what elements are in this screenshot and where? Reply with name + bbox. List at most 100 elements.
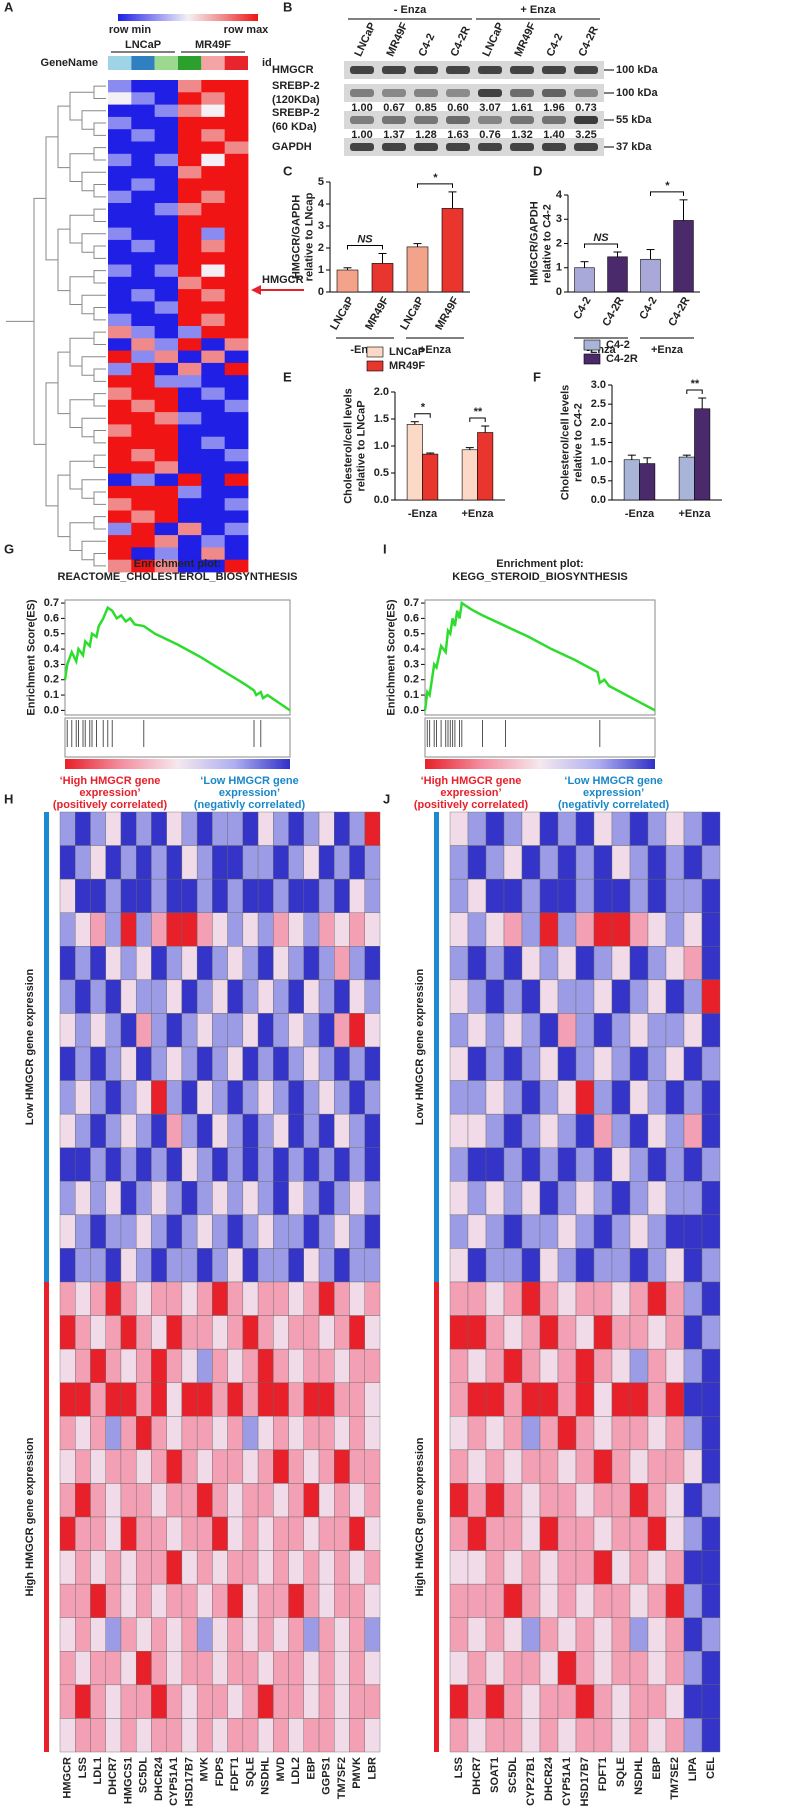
heatmap-cell	[131, 264, 156, 278]
y-tick-label: 0.7	[44, 597, 59, 609]
heatmap-cell	[334, 1013, 350, 1048]
heatmap-cell	[224, 153, 249, 167]
heatmap-cell	[75, 1348, 91, 1383]
heatmap-cell	[224, 301, 249, 315]
heatmap-cell	[503, 1181, 523, 1216]
significance-label: *	[433, 172, 438, 184]
heatmap-cell	[154, 547, 179, 561]
heatmap-cell	[288, 1013, 305, 1048]
heatmap-cell	[181, 1248, 198, 1283]
heatmap-cell	[201, 252, 226, 265]
heatmap-cell	[135, 1113, 152, 1148]
heatmap-cell	[288, 1382, 305, 1417]
heatmap-cell	[108, 252, 132, 265]
column-label: CYP51A1	[561, 1757, 573, 1806]
heatmap-cell	[665, 1382, 685, 1417]
heatmap-cell	[227, 1080, 244, 1115]
heatmap-cell	[557, 1617, 577, 1652]
heatmap-cell	[593, 1181, 613, 1216]
heatmap-cell	[227, 1449, 244, 1484]
heatmap-cell	[105, 878, 122, 913]
heatmap-cell	[521, 946, 541, 981]
heatmap-cell	[201, 387, 226, 401]
heatmap-cell	[131, 104, 156, 118]
x-tick-label: +Enza	[678, 508, 711, 520]
heatmap-cell	[224, 412, 249, 425]
heatmap-cell	[318, 845, 335, 880]
heatmap-cell	[90, 1214, 106, 1249]
heatmap-cell	[539, 1382, 559, 1417]
group-label: + Enza	[520, 4, 556, 16]
heatmap-cell	[701, 1583, 721, 1618]
heatmap-cell	[521, 979, 541, 1014]
column-label: SQLE	[615, 1757, 627, 1787]
heatmap-cell	[154, 215, 179, 228]
heatmap-cell	[224, 116, 249, 130]
column-group-label: MR49F	[195, 39, 231, 51]
blot-strip	[344, 138, 604, 156]
heatmap-cell	[467, 1248, 487, 1283]
column-color	[154, 56, 178, 70]
heatmap-cell	[151, 1483, 167, 1518]
heatmap-cell	[575, 1449, 595, 1484]
heatmap-cell	[557, 1684, 577, 1719]
heatmap-cell	[503, 979, 523, 1014]
column-label: FDFT1	[229, 1757, 241, 1791]
heatmap-cell	[135, 979, 152, 1014]
heatmap-cell	[257, 1483, 274, 1518]
heatmap-cell	[59, 1248, 76, 1283]
quant-label: 1.00	[351, 102, 372, 114]
y-tick-label: 0.3	[404, 658, 419, 670]
heatmap-cell	[135, 1617, 152, 1652]
heatmap-cell	[575, 912, 595, 947]
chart-title: REACTOME_CHOLESTEROL_BIOSYNTHESIS	[58, 571, 298, 583]
heatmap-cell	[90, 1046, 106, 1081]
y-axis-label: relative to LNcap	[303, 192, 315, 281]
heatmap-cell	[273, 1348, 289, 1383]
heatmap-cell	[629, 1315, 649, 1350]
heatmap-cell	[108, 338, 132, 351]
blot-band	[542, 116, 566, 124]
heatmap-cell	[151, 946, 167, 981]
heatmap-cell	[273, 1113, 289, 1148]
heatmap-cell	[212, 1617, 228, 1652]
heatmap-cell	[503, 1281, 523, 1316]
heatmap-cell	[701, 1046, 721, 1081]
heatmap-cell	[154, 153, 179, 167]
heatmap-cell	[105, 1113, 122, 1148]
heatmap-cell	[665, 946, 685, 981]
heatmap-cell	[154, 301, 179, 315]
rank-label: expression’	[440, 787, 501, 799]
heatmap-cell	[151, 1684, 167, 1719]
heatmap-cell	[575, 845, 595, 880]
heatmap-cell	[521, 1550, 541, 1585]
heatmap-cell	[349, 1718, 365, 1753]
heatmap-cell	[59, 1113, 76, 1148]
heatmap-cell	[288, 979, 305, 1014]
legend-label: LNCaP	[389, 346, 425, 358]
heatmap-cell	[575, 1147, 595, 1182]
heatmap-cell	[303, 1382, 320, 1417]
heatmap-cell	[181, 845, 198, 880]
heatmap-cell	[611, 1181, 631, 1216]
heatmap-cell	[178, 326, 202, 339]
heatmap-cell	[90, 1416, 106, 1451]
y-tick-label: 0	[556, 286, 562, 298]
panel-label: D	[533, 163, 542, 178]
column-label: CYP27B1	[525, 1757, 537, 1806]
heatmap-cell	[349, 1684, 365, 1719]
heatmap-cell	[593, 1046, 613, 1081]
y-tick-label: 0.3	[44, 658, 59, 670]
heatmap-cell	[303, 979, 320, 1014]
heatmap-cell	[151, 1248, 167, 1283]
heatmap-cell	[257, 912, 274, 947]
heatmap-cell	[105, 1684, 122, 1719]
heatmap-cell	[212, 1181, 228, 1216]
heatmap-cell	[334, 1315, 350, 1350]
heatmap-cell	[224, 313, 249, 327]
heatmap-cell	[59, 1281, 76, 1316]
heatmap-cell	[647, 1382, 667, 1417]
heatmap-cell	[575, 1315, 595, 1350]
heatmap-cell	[196, 1617, 213, 1652]
heatmap-cell	[449, 912, 469, 947]
